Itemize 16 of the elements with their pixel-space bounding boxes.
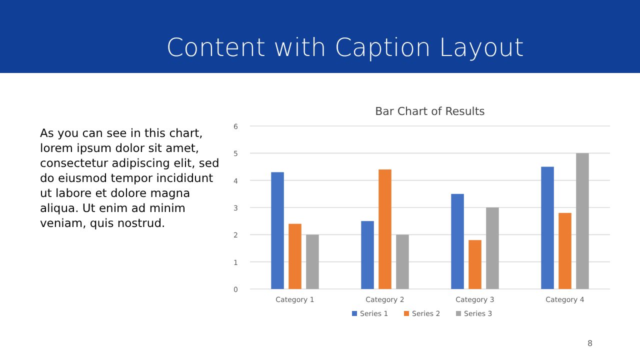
bar [451,194,464,289]
text: 8 [587,339,593,348]
chart-title: Bar Chart of Results [375,105,486,118]
bar [558,212,572,289]
bar [361,221,374,289]
bar [306,234,319,289]
bar [576,153,589,289]
bar [541,166,554,289]
bar [396,234,409,289]
bar [468,240,482,289]
bar [486,208,499,289]
text: As you can see in this chart, lorem ipsum dolor sit amet, consectetur adipiscing elit, sed do eiusmod tempor incididunt ut labore et dolore magna aliqua. Ut enim ad minim veniam, quis nostrud. [40,126,220,231]
text: Content with Caption Layout [166,33,524,62]
bar [378,169,392,289]
bar [271,172,284,289]
bar [288,224,302,289]
